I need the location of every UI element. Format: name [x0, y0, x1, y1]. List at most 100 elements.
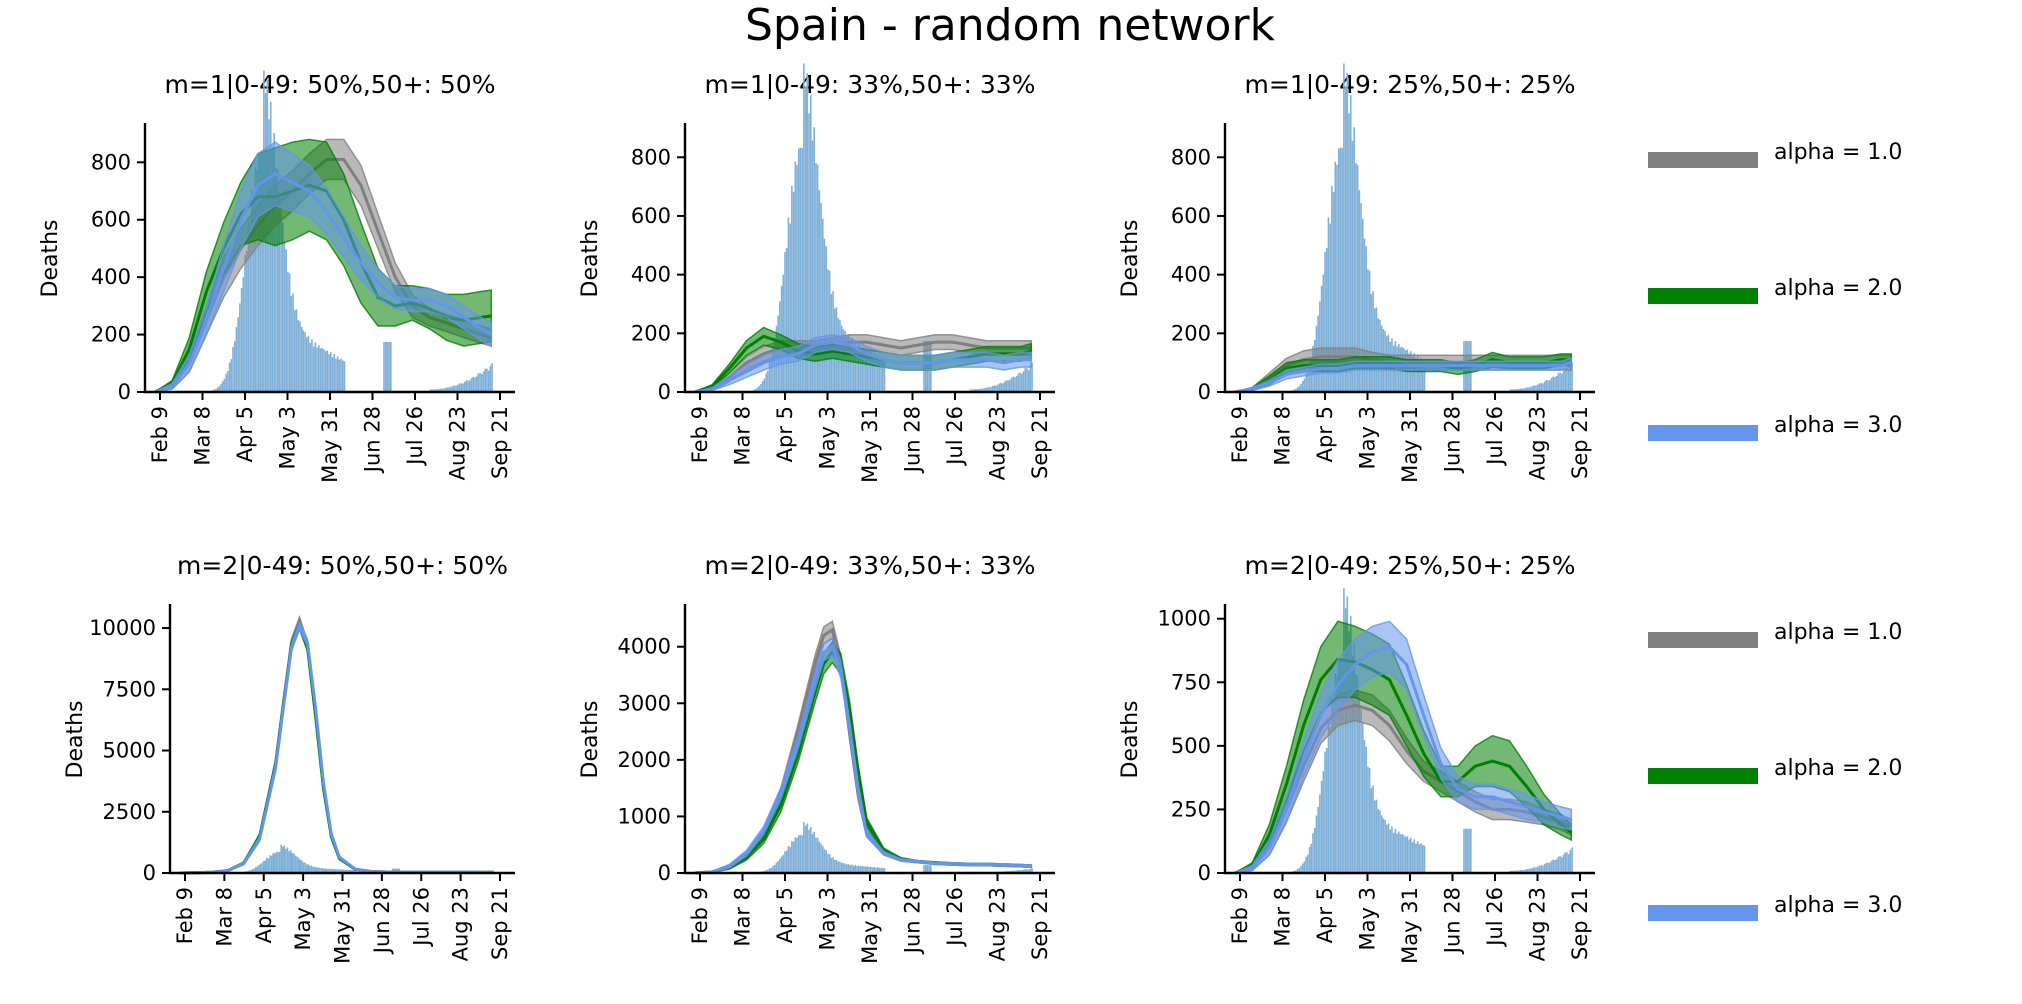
observed-bar: [1413, 839, 1416, 873]
observed-bar: [825, 850, 827, 873]
observed-bar: [268, 119, 270, 392]
observed-bar: [388, 342, 390, 392]
observed-bar: [785, 850, 788, 873]
observed-bar: [261, 862, 263, 873]
observed-bar: [856, 865, 858, 873]
observed-bar: [816, 164, 819, 392]
observed-bar: [1339, 661, 1342, 873]
observed-bar: [1550, 377, 1553, 392]
legend-swatch: [1648, 425, 1758, 441]
observed-bar: [446, 387, 449, 392]
y-tick-label: 800: [631, 145, 671, 169]
observed-bar: [384, 342, 387, 392]
observed-bar: [863, 348, 865, 392]
x-tick-label: Mar 8: [1271, 406, 1295, 466]
observed-bar: [1026, 869, 1028, 873]
observed-bar: [1015, 870, 1018, 873]
chart-panel-1: m=1|0-49: 50%,50+: 50% Deaths 0 200 400 600 80…: [38, 70, 515, 483]
observed-bar: [297, 858, 300, 873]
observed-bar: [438, 389, 440, 392]
observed-bar: [1017, 373, 1020, 392]
y-tick-label: 200: [91, 323, 131, 347]
observed-bar: [1324, 751, 1326, 873]
observed-bar: [305, 337, 308, 392]
y-axis-label: Deaths: [578, 220, 603, 298]
observed-bar: [1353, 643, 1355, 873]
observed-bar: [808, 113, 810, 392]
observed-bar: [1356, 675, 1359, 873]
y-tick-label: 2500: [103, 800, 156, 824]
observed-bar: [272, 853, 275, 873]
observed-bar: [257, 153, 260, 392]
x-tick-label: May 3: [291, 887, 315, 950]
observed-bar: [777, 861, 779, 873]
chart-panel-2: m=1|0-49: 33%,50+: 33% Deaths 0 200 400 600 80…: [578, 63, 1055, 483]
observed-bar: [1511, 389, 1513, 392]
observed-bar: [1327, 721, 1330, 873]
x-tick-label: May 31: [331, 887, 355, 964]
observed-bar: [1560, 857, 1563, 873]
observed-bar: [854, 341, 857, 392]
observed-bar: [756, 387, 759, 392]
observed-bar: [280, 207, 282, 392]
x-tick-label: Jun 28: [370, 887, 394, 955]
observed-bar: [847, 864, 850, 873]
x-tick-label: Sep 21: [488, 406, 512, 479]
observed-bar: [1523, 388, 1525, 392]
y-axis-label: Deaths: [1118, 220, 1143, 298]
panel-title: m=2|0-49: 25%,50+: 25%: [1245, 551, 1576, 580]
y-tick-label: 500: [1171, 734, 1211, 758]
y-tick-label: 800: [1171, 145, 1211, 169]
observed-bar: [1305, 856, 1307, 873]
y-tick-label: 4000: [618, 635, 671, 659]
observed-bar: [1468, 828, 1470, 873]
x-tick-label: Apr 5: [252, 887, 276, 943]
legend-label: alpha = 3.0: [1774, 413, 1902, 438]
observed-bar: [1007, 380, 1009, 392]
observed-bar: [482, 371, 485, 392]
observed-bar: [875, 358, 877, 392]
observed-bar: [304, 332, 306, 392]
observed-bar: [1003, 381, 1006, 392]
observed-bar: [1334, 161, 1337, 392]
observed-bar: [1372, 785, 1374, 873]
observed-bar: [1361, 218, 1364, 392]
observed-bar: [864, 350, 867, 392]
observed-bar: [310, 865, 313, 873]
observed-bar: [286, 847, 289, 873]
chart-panel-5: m=2|0-49: 33%,50+: 33% Deaths 0 1000 2000 300…: [578, 551, 1055, 964]
observed-bar: [1022, 869, 1025, 873]
observed-bar: [1373, 308, 1376, 392]
observed-bar: [1391, 826, 1393, 873]
observed-bar: [854, 865, 857, 873]
observed-bar: [1401, 834, 1404, 873]
observed-bar: [820, 843, 822, 873]
observed-bar: [258, 865, 260, 873]
x-tick-label: Jul 26: [1483, 887, 1507, 948]
observed-bar: [1538, 865, 1541, 873]
observed-bar: [1463, 828, 1465, 873]
legend-swatch: [1648, 152, 1758, 168]
observed-bar: [1307, 370, 1309, 392]
observed-bar: [288, 273, 291, 392]
series-line: [179, 621, 493, 875]
observed-bar: [876, 355, 879, 392]
observed-bar: [1319, 794, 1321, 873]
observed-bar: [859, 347, 862, 392]
observed-bar: [1324, 252, 1326, 392]
observed-bar: [1337, 661, 1340, 873]
observed-bar: [969, 389, 972, 392]
x-tick-label: Mar 8: [731, 406, 755, 466]
observed-bar: [979, 388, 982, 392]
observed-bar: [844, 330, 846, 392]
x-tick-label: Mar 8: [212, 887, 236, 947]
observed-bar: [868, 353, 870, 392]
observed-bar: [1530, 386, 1532, 392]
observed-bar: [1540, 383, 1542, 392]
observed-bar: [821, 846, 824, 873]
observed-bar: [352, 870, 354, 873]
observed-bar: [981, 388, 984, 392]
series-line: [154, 172, 493, 394]
observed-bar: [928, 865, 930, 873]
observed-bar: [847, 334, 850, 392]
